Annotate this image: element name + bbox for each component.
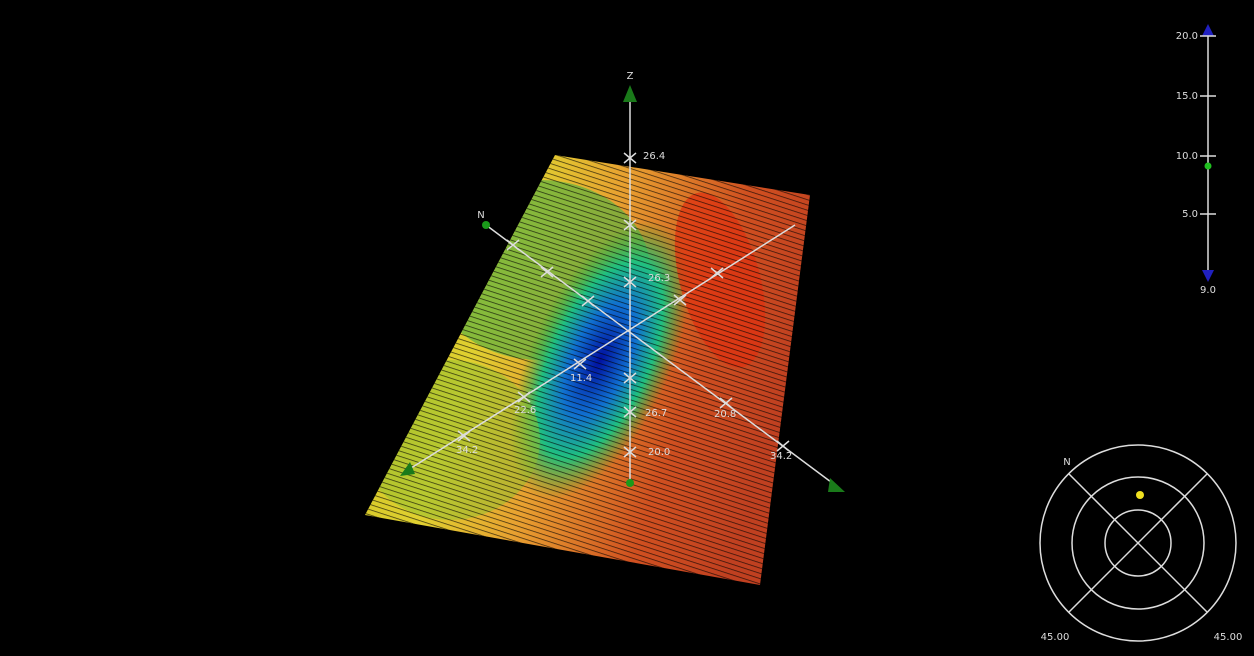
axis-tick <box>623 152 637 164</box>
scale-tick-label: 20.0 <box>1176 31 1198 42</box>
axis-tick-label: 11.4 <box>570 373 592 384</box>
axis-tick-label: 26.4 <box>643 151 665 162</box>
axis-tick <box>457 430 471 442</box>
scale-tick-label: 15.0 <box>1176 91 1198 102</box>
scale-tick-label: 10.0 <box>1176 151 1198 162</box>
axis-tick-label: 22.6 <box>514 405 536 416</box>
axis-tick-label: 20.8 <box>714 409 736 420</box>
axis-tick <box>719 397 733 409</box>
n-label: N <box>477 210 484 221</box>
z-label: Z <box>627 71 634 82</box>
axis-tick <box>623 406 637 418</box>
n-arrow <box>828 478 845 492</box>
scale-bar <box>1202 24 1214 282</box>
axis-tick <box>673 294 687 306</box>
axis-tick <box>623 219 637 231</box>
e-arrow <box>400 462 415 476</box>
axis-tick-label: 26.3 <box>648 273 670 284</box>
z-arrow <box>623 85 637 102</box>
axis-tick <box>623 276 637 288</box>
axis-tick-label: 34.2 <box>456 445 478 456</box>
axis-tick <box>573 358 587 370</box>
compass-left: 45.00 <box>1041 632 1070 643</box>
axis-tick <box>623 446 637 458</box>
axis-tick-label: 34.2 <box>770 451 792 462</box>
compass-marker <box>1136 491 1144 499</box>
axis-end <box>482 221 490 229</box>
axis-tick <box>517 391 531 403</box>
scale-bottom-label: 9.0 <box>1200 285 1216 296</box>
axis-tick <box>623 372 637 384</box>
e-axis <box>407 224 796 471</box>
compass-north: N <box>1063 457 1070 468</box>
axis-tick <box>776 440 790 452</box>
compass-right: 45.00 <box>1214 632 1243 643</box>
scale-tick-label: 5.0 <box>1182 209 1198 220</box>
compass <box>1039 444 1237 642</box>
axis-tick-label: 26.7 <box>645 408 667 419</box>
axis-tick <box>581 295 595 307</box>
axis-tick-label: 20.0 <box>648 447 670 458</box>
point-cloud-surface <box>365 155 810 585</box>
axis-tick <box>540 266 554 278</box>
axis-tick <box>710 267 724 279</box>
axis-end <box>626 479 634 487</box>
axis-tick <box>506 239 520 251</box>
